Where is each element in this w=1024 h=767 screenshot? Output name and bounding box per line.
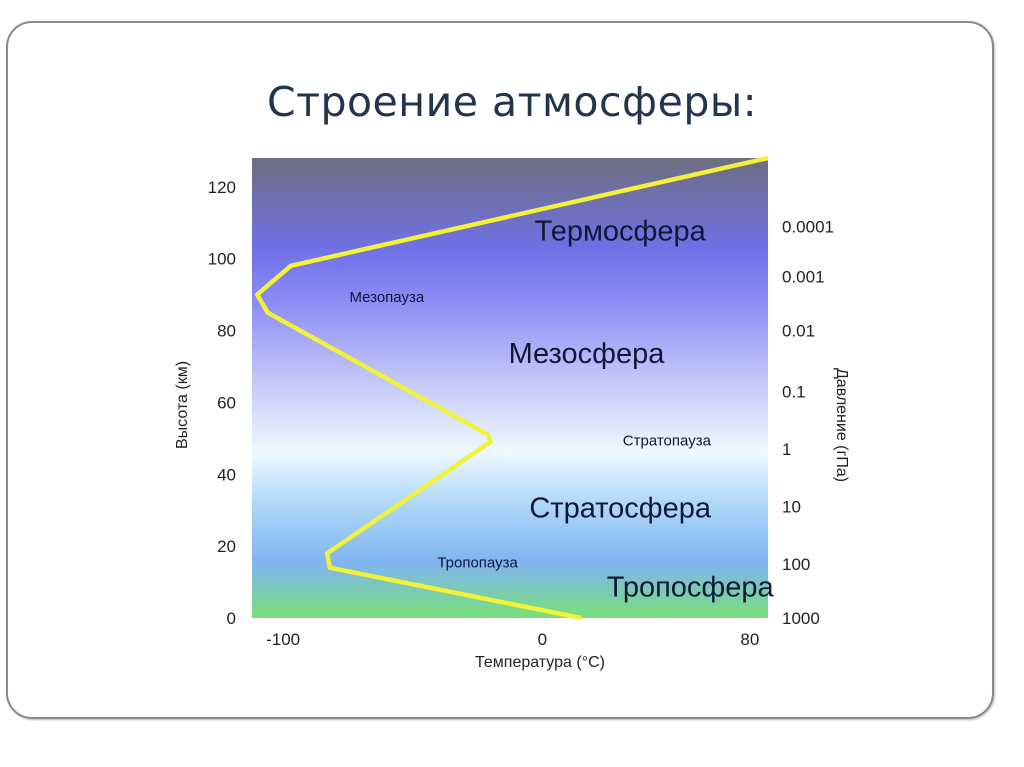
layer-label: Мезосфера [509, 338, 666, 370]
plot-background [252, 158, 768, 618]
x-tick-label: 80 [740, 630, 759, 649]
layer-label: Стратосфера [529, 492, 712, 524]
y2-tick-label: 10 [782, 498, 801, 517]
layer-label: Мезопауза [349, 289, 424, 306]
y2-tick-label: 0.001 [782, 268, 825, 287]
y2-tick-label: 0.01 [782, 322, 815, 341]
y2-axis-label: Давление (гПа) [833, 368, 850, 482]
y2-tick-label: 0.1 [782, 383, 806, 402]
y-tick-label: 0 [227, 609, 236, 628]
y-tick-label: 40 [217, 465, 236, 484]
layer-label: Тропосфера [607, 571, 775, 603]
y-tick-label: 20 [217, 537, 236, 556]
y-tick-label: 120 [208, 178, 236, 197]
temperature-line [254, 155, 769, 621]
y-tick-label: 100 [208, 250, 236, 269]
layer-label: Стратопауза [623, 433, 712, 450]
y-tick-label: 80 [217, 322, 236, 341]
x-tick-label: 0 [538, 630, 547, 649]
y2-tick-label: 1 [782, 440, 791, 459]
slide-title: Строение атмосферы: [266, 78, 758, 126]
y2-tick-label: 1000 [782, 609, 820, 628]
y2-tick-label: 0.0001 [782, 217, 834, 236]
layer-label: Тропопауза [437, 555, 518, 572]
y-axis-label: Высота (км) [174, 361, 191, 449]
layer-label: Термосфера [535, 216, 707, 248]
x-axis-label: Температура (°C) [475, 654, 605, 671]
y-tick-label: 60 [217, 393, 236, 412]
x-tick-label: -100 [266, 630, 300, 649]
y2-tick-label: 100 [782, 555, 810, 574]
